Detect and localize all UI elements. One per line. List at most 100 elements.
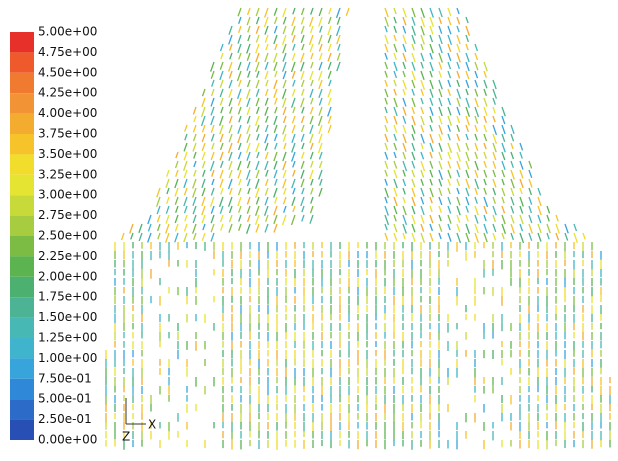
velocity-vector <box>474 43 479 52</box>
velocity-vector <box>429 232 434 242</box>
velocity-vector <box>327 88 332 98</box>
velocity-vector <box>420 106 425 115</box>
velocity-vector <box>483 160 487 168</box>
velocity-vector <box>345 7 350 16</box>
velocity-vector <box>429 7 434 18</box>
velocity-vector <box>438 16 443 25</box>
velocity-vector <box>228 124 233 134</box>
velocity-vector <box>219 178 224 188</box>
velocity-vector <box>300 160 305 169</box>
velocity-vector <box>264 88 269 97</box>
velocity-vector <box>474 97 479 108</box>
velocity-vector <box>429 79 434 90</box>
velocity-vector <box>474 187 479 196</box>
velocity-vector <box>501 169 506 178</box>
velocity-vector <box>393 88 397 96</box>
velocity-vector <box>192 196 197 206</box>
velocity-vector <box>318 106 323 116</box>
velocity-vector <box>393 214 397 222</box>
velocity-vector <box>420 196 425 205</box>
velocity-vector <box>393 187 398 197</box>
velocity-vector <box>274 178 278 186</box>
velocity-vector <box>192 214 197 224</box>
velocity-vector <box>438 106 443 117</box>
velocity-vector <box>402 214 408 225</box>
velocity-vector <box>201 205 206 216</box>
velocity-vector <box>546 232 550 240</box>
velocity-vector <box>411 205 416 215</box>
velocity-vector <box>175 169 179 177</box>
velocity-vector <box>402 151 407 160</box>
velocity-vector <box>255 124 260 133</box>
velocity-vector <box>201 142 206 152</box>
velocity-vector <box>166 169 170 177</box>
velocity-vector <box>255 196 260 205</box>
velocity-vector <box>310 178 314 186</box>
velocity-vector <box>246 52 251 61</box>
velocity-vector <box>537 205 542 216</box>
velocity-vector <box>429 133 434 144</box>
velocity-vector <box>429 205 433 213</box>
velocity-vector <box>393 70 398 79</box>
velocity-vector <box>328 79 332 87</box>
velocity-vector <box>393 25 398 34</box>
velocity-vector <box>465 97 471 108</box>
legend-swatch <box>10 134 34 155</box>
velocity-vector <box>447 34 453 46</box>
velocity-vector <box>420 61 424 69</box>
velocity-vector <box>291 25 296 36</box>
velocity-vector <box>219 142 224 151</box>
velocity-vector <box>393 52 398 61</box>
velocity-vector <box>264 151 269 160</box>
velocity-vector <box>182 160 188 171</box>
velocity-vector <box>264 61 269 70</box>
velocity-vector <box>510 187 515 197</box>
velocity-vector <box>281 214 287 226</box>
velocity-vector <box>465 34 470 43</box>
legend-label: 1.50e+00 <box>38 310 97 324</box>
velocity-vector <box>228 214 233 223</box>
velocity-vector <box>317 115 323 126</box>
velocity-vector <box>291 115 296 124</box>
velocity-vector <box>228 205 233 214</box>
velocity-vector <box>402 70 406 78</box>
velocity-vector <box>246 79 251 88</box>
velocity-vector <box>429 214 434 224</box>
velocity-vector <box>537 232 542 242</box>
legend-label: 1.00e+00 <box>38 351 97 365</box>
velocity-vector <box>238 214 242 222</box>
velocity-vector <box>465 142 470 151</box>
velocity-vector <box>429 160 434 169</box>
velocity-vector <box>492 223 497 233</box>
velocity-vector <box>281 97 287 108</box>
velocity-vector <box>411 97 416 108</box>
velocity-vector <box>318 34 323 45</box>
velocity-vector <box>165 205 170 214</box>
velocity-vector <box>201 151 206 161</box>
velocity-vector <box>183 196 188 207</box>
velocity-vector <box>273 79 278 90</box>
velocity-vector <box>447 43 452 53</box>
velocity-vector <box>201 196 206 207</box>
velocity-vector <box>254 187 260 198</box>
velocity-vector <box>528 214 533 224</box>
velocity-vector <box>555 214 559 222</box>
velocity-vector <box>174 232 179 243</box>
velocity-vector <box>384 61 389 70</box>
velocity-vector <box>474 52 479 61</box>
legend-label: 0.00e+00 <box>38 433 97 447</box>
velocity-vector <box>483 232 488 243</box>
velocity-vector <box>465 187 470 197</box>
velocity-vector <box>438 79 443 90</box>
velocity-vector <box>447 7 452 17</box>
velocity-vector <box>300 25 305 34</box>
velocity-vector <box>384 205 389 216</box>
velocity-vector <box>456 214 461 224</box>
velocity-vector <box>492 160 497 169</box>
velocity-vector <box>384 178 388 186</box>
velocity-vector <box>290 61 296 73</box>
legend-swatch <box>10 338 34 359</box>
velocity-vector <box>510 160 514 169</box>
velocity-vector <box>218 196 224 208</box>
velocity-vector <box>510 124 515 134</box>
